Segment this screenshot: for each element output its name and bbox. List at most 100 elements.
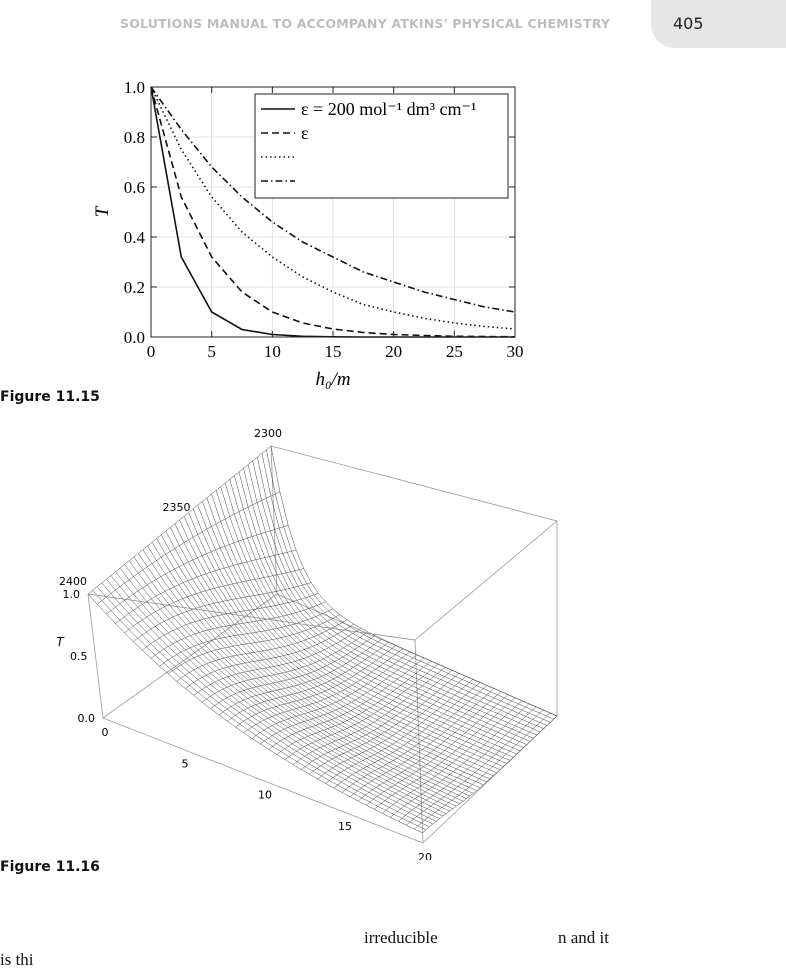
z-tick-label: 0.5 (70, 650, 88, 663)
x-tick-label: 0 (102, 726, 109, 739)
mesh-line (414, 712, 551, 830)
mesh-line (218, 638, 383, 716)
y-tick-label: 2300 (254, 427, 282, 440)
x-tick-label: 0 (147, 342, 156, 361)
mesh-line (87, 593, 423, 834)
y-axis-label: T (92, 205, 113, 217)
figure-11-16-surface: 0 5 10 15 20 2300 2350 2400 0.0 0.5 1.0 T (56, 427, 558, 860)
figure-11-15-chart: 0 5 10 15 20 25 30 0.0 0.2 0.4 0.6 0.8 1.0 h₀/m Tε = 2… (92, 78, 524, 390)
mesh-line (422, 715, 558, 834)
y-tick-label: 0.6 (124, 178, 145, 197)
body-text-fragment: is thi (0, 950, 34, 969)
box-edge (87, 593, 416, 641)
mesh-line (301, 670, 453, 770)
mesh-line (357, 691, 502, 802)
box-edge (270, 445, 558, 522)
x-tick-label: 15 (325, 342, 342, 361)
mesh-line (317, 676, 467, 780)
mesh-line (141, 593, 319, 651)
y-tick-label: 0.0 (124, 328, 145, 347)
page-number-tab (651, 0, 786, 48)
body-text-fragment: irreducible (364, 928, 438, 947)
mesh-line (192, 508, 501, 770)
x-tick-label: 15 (338, 820, 352, 833)
series-line (150, 86, 516, 313)
mesh-line (106, 525, 289, 615)
mesh-line (268, 657, 425, 750)
mesh-line (183, 516, 494, 777)
x-tick-label: 5 (207, 342, 216, 361)
figure-caption: Figure 11.15 (0, 389, 100, 405)
body-text-fragment: n and it (558, 928, 609, 947)
mesh-line (197, 505, 504, 767)
x-tick-label: 30 (507, 342, 524, 361)
mesh-line (193, 628, 362, 696)
mesh-line (225, 482, 524, 748)
mesh-line (202, 631, 369, 703)
mesh-line (257, 457, 547, 726)
mesh-line (390, 703, 530, 818)
mesh-line (276, 660, 432, 755)
mesh-line (266, 449, 554, 720)
legend-box (254, 93, 509, 199)
x-tick-label: 5 (182, 757, 189, 770)
mesh-line (115, 571, 443, 817)
mesh-line (170, 527, 484, 786)
box-edge (102, 593, 278, 719)
mesh-line (176, 619, 348, 682)
mesh-line (97, 491, 280, 605)
y-tick-label: 2350 (163, 501, 191, 514)
x-tick-label: 20 (385, 342, 402, 361)
x-tick-label: 10 (264, 342, 281, 361)
legend-label: ε (301, 123, 309, 143)
mesh-line (325, 679, 474, 784)
mesh-line (106, 579, 437, 822)
mesh-line (260, 654, 418, 745)
running-header: SOLUTIONS MANUAL TO ACCOMPANY ATKINS' PH… (120, 16, 611, 31)
series-line (150, 86, 516, 338)
mesh-line (252, 651, 411, 739)
mesh-line (211, 494, 514, 758)
mesh-line (185, 623, 355, 689)
mesh-line (398, 706, 537, 822)
mesh-line (349, 688, 495, 797)
z-axis-label: T (56, 635, 65, 649)
mesh-line (284, 663, 439, 760)
page-number: 405 (673, 14, 704, 33)
legend: ε = 200 mol⁻¹ dm³ cm⁻¹ ε (254, 93, 509, 199)
mesh-line (366, 694, 509, 806)
mesh-line (406, 709, 544, 826)
x-axis-label: h₀/m (315, 369, 350, 390)
mesh-line (87, 445, 272, 595)
mesh-line (382, 700, 523, 814)
y-tick-label: 2400 (59, 575, 87, 588)
mesh-line (243, 648, 404, 734)
z-tick-label: 1.0 (63, 588, 81, 601)
mesh-line (309, 673, 460, 775)
mesh-line (227, 642, 390, 722)
mesh-line (235, 645, 397, 728)
mesh-line (210, 635, 376, 709)
y-tick-label: 0.4 (124, 228, 146, 247)
x-tick-label: 20 (418, 851, 432, 860)
legend-label: ε = 200 mol⁻¹ dm³ cm⁻¹ (301, 99, 476, 119)
y-tick-label: 0.2 (124, 278, 145, 297)
x-tick-label: 25 (446, 342, 463, 361)
mesh-line (341, 685, 488, 793)
mesh-line (150, 601, 326, 659)
box-edge (87, 593, 104, 719)
box-edge (102, 717, 424, 844)
x-tick-label: 10 (258, 789, 272, 802)
mesh-line (333, 682, 481, 789)
mesh-line (168, 614, 340, 675)
y-tick-label: 1.0 (124, 78, 145, 97)
z-tick-label: 0.0 (78, 712, 96, 725)
box-edge (270, 445, 278, 595)
surface-mesh (87, 445, 558, 834)
box-edge (414, 520, 558, 641)
figure-caption: Figure 11.16 (0, 859, 100, 875)
mesh-line (238, 471, 534, 739)
mesh-line (124, 568, 304, 633)
mesh-line (234, 475, 531, 742)
mesh-line (374, 697, 516, 810)
